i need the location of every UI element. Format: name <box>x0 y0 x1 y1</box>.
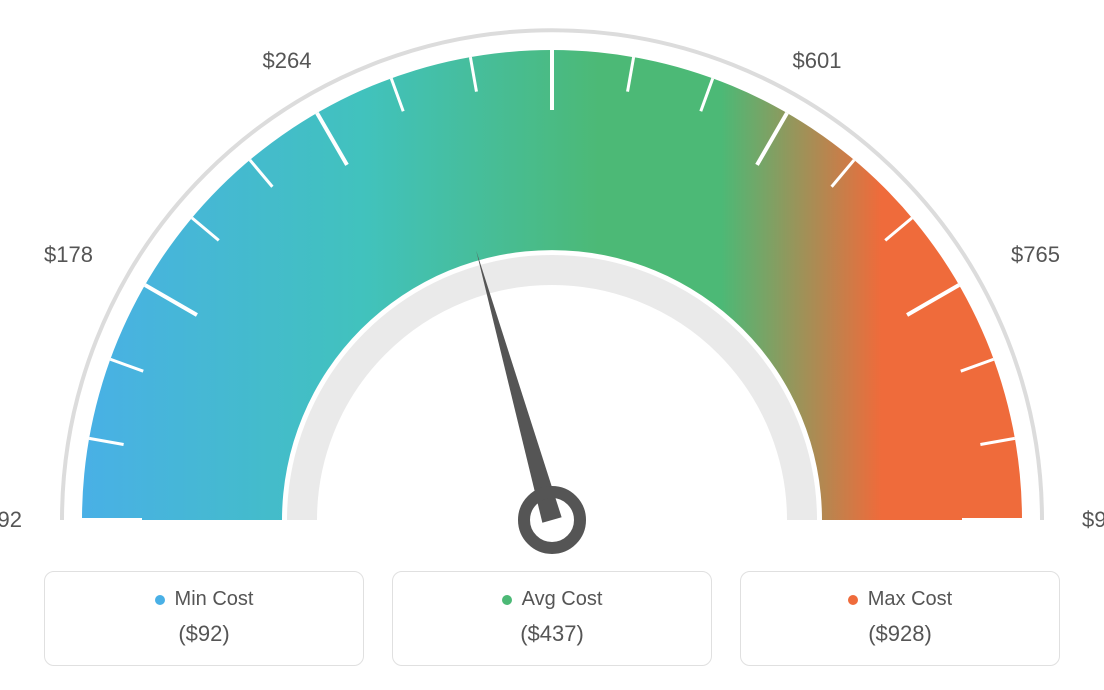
legend-title-max: Max Cost <box>848 588 952 611</box>
legend-title-avg: Avg Cost <box>502 588 603 611</box>
dot-icon <box>848 595 858 605</box>
gauge-container: $92 $178 $264 $437 $601 $765 $928 <box>0 0 1104 560</box>
legend-card-min: Min Cost ($92) <box>44 571 364 666</box>
legend-label: Max Cost <box>868 588 952 611</box>
tick-label: $178 <box>44 242 93 267</box>
gauge-svg: $92 $178 $264 $437 $601 $765 $928 <box>0 0 1104 560</box>
dot-icon <box>155 595 165 605</box>
legend-label: Min Cost <box>175 588 254 611</box>
legend-value: ($437) <box>413 621 691 647</box>
tick-label: $928 <box>1082 507 1104 532</box>
legend-card-max: Max Cost ($928) <box>740 571 1060 666</box>
dot-icon <box>502 595 512 605</box>
legend-title-min: Min Cost <box>155 588 254 611</box>
legend: Min Cost ($92) Avg Cost ($437) Max Cost … <box>0 571 1104 666</box>
legend-card-avg: Avg Cost ($437) <box>392 571 712 666</box>
legend-label: Avg Cost <box>522 588 603 611</box>
legend-value: ($928) <box>761 621 1039 647</box>
tick-label: $601 <box>793 48 842 73</box>
legend-value: ($92) <box>65 621 343 647</box>
tick-label: $437 <box>528 0 577 2</box>
tick-label: $264 <box>263 48 312 73</box>
tick-label: $765 <box>1011 242 1060 267</box>
needle <box>476 250 561 522</box>
tick-label: $92 <box>0 507 22 532</box>
